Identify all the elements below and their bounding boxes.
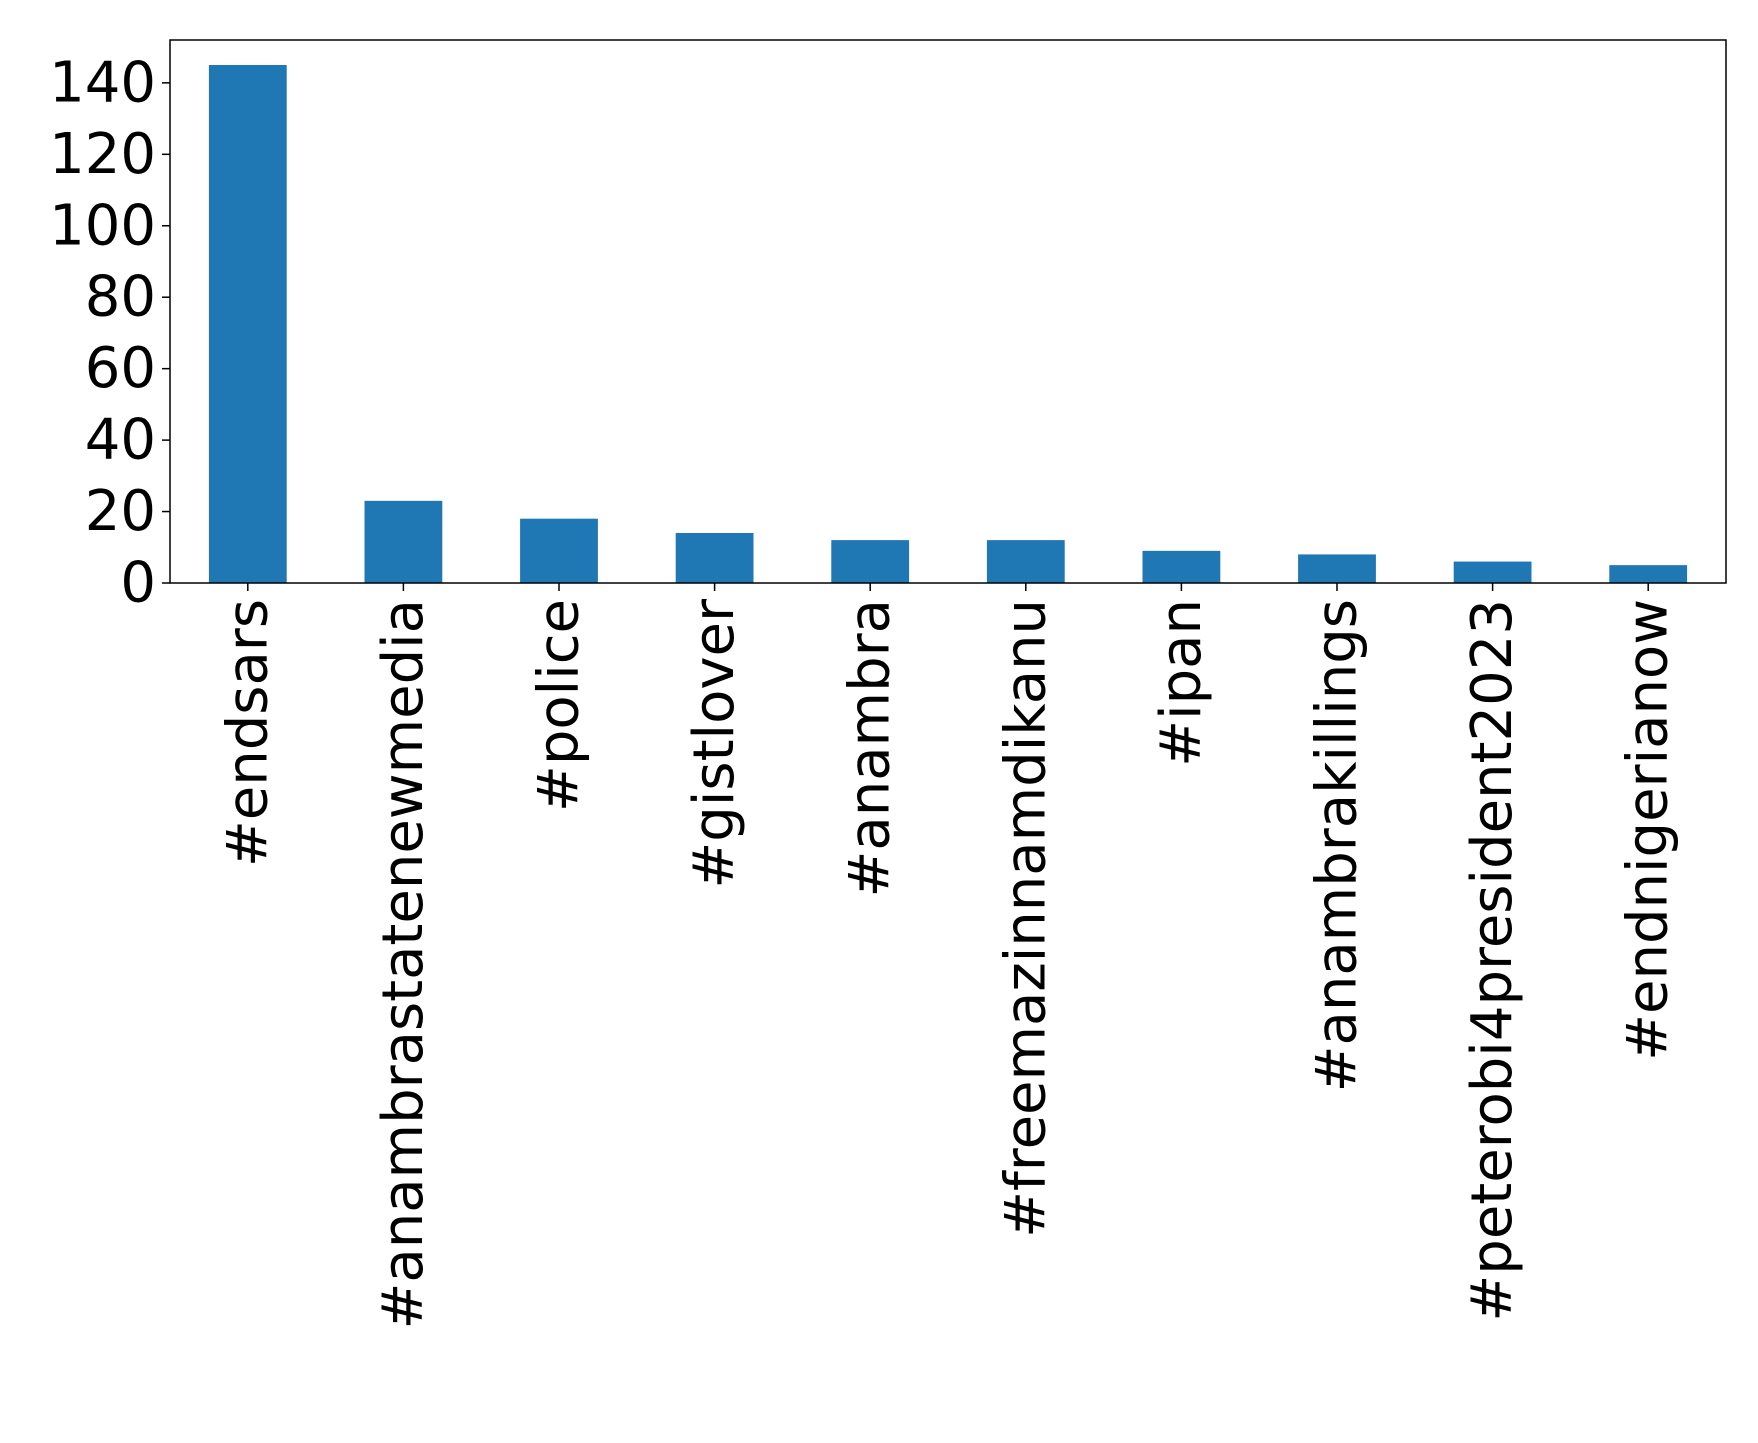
y-tick-label: 20 [85, 479, 156, 544]
y-tick-label: 40 [85, 408, 156, 473]
bar-7 [1298, 554, 1376, 583]
x-tick-label: #endsars [215, 599, 280, 867]
x-axis-ticks: #endsars #anambrastatenewmedia #police #gis… [215, 583, 1681, 1330]
plot-frame [169, 39, 1727, 584]
bar-3 [675, 532, 754, 583]
x-tick-label: #gistlover [682, 598, 747, 889]
y-tick-label: 100 [49, 193, 156, 258]
bar-2 [520, 518, 598, 583]
y-tick-label: 140 [49, 50, 156, 115]
x-tick-label: #endnigerianow [1616, 599, 1681, 1061]
bar-4 [831, 540, 910, 583]
x-tick-label: #ipan [1149, 599, 1214, 767]
x-tick-label: #anambrastatenewmedia [371, 599, 436, 1330]
y-tick-label: 80 [85, 265, 156, 330]
y-tick-label: 60 [85, 336, 156, 401]
bar-5 [986, 540, 1065, 583]
bar-8 [1453, 561, 1532, 583]
bars-layer [208, 65, 1688, 583]
x-tick-label: #peterobi4president2023 [1460, 599, 1525, 1322]
x-tick-label: #police [527, 599, 592, 812]
bar-6 [1142, 550, 1221, 583]
y-tick-label: 120 [49, 122, 156, 187]
bar-9 [1609, 565, 1688, 583]
y-tick-label: 0 [120, 551, 156, 616]
x-tick-label: #freemazinnamdikanu [993, 599, 1058, 1238]
x-tick-label: #anambra [838, 599, 903, 897]
x-tick-label: #anambrakillings [1305, 599, 1370, 1092]
bar-0 [208, 65, 287, 583]
bar-1 [364, 500, 443, 583]
